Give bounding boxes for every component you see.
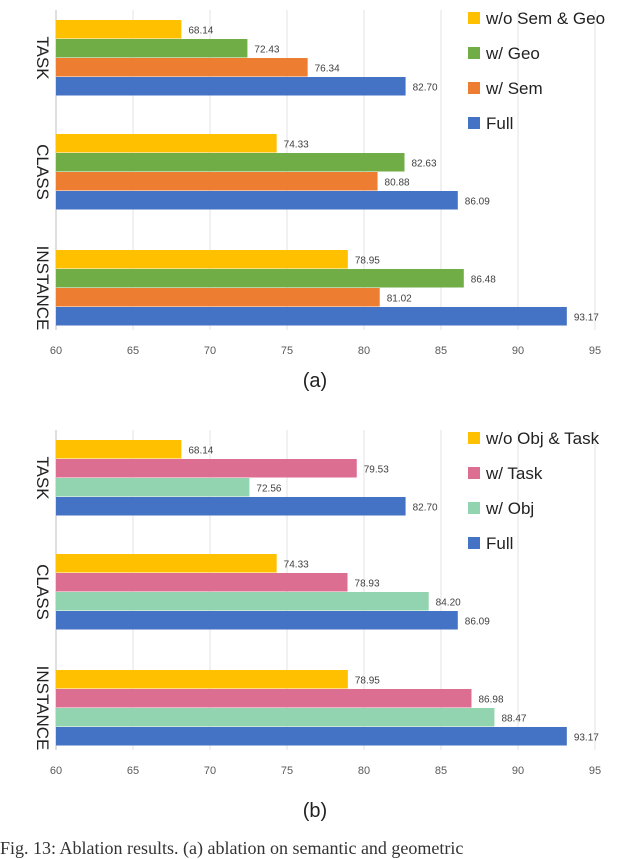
data-label: 80.88 <box>385 177 410 188</box>
x-tick-label: 75 <box>281 765 293 777</box>
x-tick-label: 70 <box>204 345 216 357</box>
legend-swatch-full <box>468 537 480 549</box>
category-label-task: TASK <box>33 36 52 80</box>
legend-label-w-sem: w/ Sem <box>485 79 543 98</box>
data-label: 88.47 <box>501 713 526 724</box>
bar-task-w-o-obj-task <box>56 440 182 459</box>
legend-swatch-w-sem <box>468 82 480 94</box>
category-label-class: CLASS <box>33 564 52 620</box>
data-label: 93.17 <box>574 732 599 743</box>
x-tick-label: 60 <box>50 345 62 357</box>
bar-instance-full <box>56 727 567 746</box>
data-label: 74.33 <box>284 559 309 570</box>
bar-task-w-obj <box>56 478 250 497</box>
data-label: 86.98 <box>478 694 503 705</box>
data-label: 68.14 <box>188 445 213 456</box>
legend-label-w-geo: w/ Geo <box>485 44 540 63</box>
data-label: 93.17 <box>574 312 599 323</box>
category-label-class: CLASS <box>33 144 52 200</box>
category-label-instance: INSTANCE <box>33 246 52 331</box>
x-tick-label: 80 <box>358 345 370 357</box>
legend-label-full: Full <box>486 534 513 553</box>
bar-class-full <box>56 611 458 630</box>
data-label: 78.93 <box>355 578 380 589</box>
chart-b-sublabel: (b) <box>302 800 328 822</box>
legend-label-full: Full <box>486 114 513 133</box>
data-label: 76.34 <box>315 63 340 74</box>
data-label: 78.95 <box>355 675 380 686</box>
bar-task-w-o-sem-geo <box>56 20 182 39</box>
x-tick-label: 85 <box>435 765 447 777</box>
data-label: 78.95 <box>355 255 380 266</box>
bar-task-full <box>56 77 406 96</box>
bar-instance-w-o-obj-task <box>56 670 348 689</box>
x-tick-label: 80 <box>358 765 370 777</box>
data-label: 81.02 <box>387 293 412 304</box>
bar-instance-w-obj <box>56 708 495 727</box>
data-label: 79.53 <box>364 464 389 475</box>
bar-task-full <box>56 497 406 516</box>
data-label: 84.20 <box>436 597 461 608</box>
data-label: 82.70 <box>413 82 438 93</box>
legend-swatch-w-o-obj-task <box>468 432 480 444</box>
data-label: 74.33 <box>284 139 309 150</box>
legend-swatch-w-obj <box>468 502 480 514</box>
bar-instance-w-geo <box>56 269 464 288</box>
bar-instance-w-o-sem-geo <box>56 250 348 269</box>
bar-task-w-sem <box>56 58 308 77</box>
data-label: 82.63 <box>412 158 437 169</box>
legend-swatch-w-geo <box>468 47 480 59</box>
bar-class-w-obj <box>56 592 429 611</box>
chart-a: 60 65 70 75 80 85 90 95 68.14 72.43 76.34 82.70 TASK… <box>33 9 605 357</box>
bar-class-w-task <box>56 573 348 592</box>
legend-label-w-task: w/ Task <box>485 464 543 483</box>
bar-class-w-geo <box>56 153 405 172</box>
data-label: 72.56 <box>256 483 281 494</box>
x-tick-label: 60 <box>50 765 62 777</box>
legend-swatch-w-o-sem-geo <box>468 12 480 24</box>
x-tick-label: 65 <box>127 345 139 357</box>
bar-instance-full <box>56 307 567 326</box>
x-tick-label: 75 <box>281 345 293 357</box>
x-tick-label: 95 <box>589 345 601 357</box>
bar-class-full <box>56 191 458 210</box>
legend-label-w-o-sem-geo: w/o Sem & Geo <box>485 9 605 28</box>
data-label: 86.09 <box>465 616 490 627</box>
data-label: 86.48 <box>471 274 496 285</box>
data-label: 82.70 <box>413 502 438 513</box>
figure-caption: Fig. 13: Ablation results. (a) ablation … <box>0 838 464 858</box>
bar-class-w-sem <box>56 172 378 191</box>
bar-instance-w-task <box>56 689 472 708</box>
category-label-instance: INSTANCE <box>33 666 52 751</box>
x-tick-label: 65 <box>127 765 139 777</box>
x-tick-label: 85 <box>435 345 447 357</box>
bar-class-w-o-sem-geo <box>56 134 277 153</box>
chart-a-sublabel: (a) <box>302 370 328 392</box>
x-tick-label: 70 <box>204 765 216 777</box>
data-label: 86.09 <box>465 196 490 207</box>
legend-swatch-full <box>468 117 480 129</box>
x-tick-label: 95 <box>589 765 601 777</box>
legend-swatch-w-task <box>468 467 480 479</box>
x-tick-label: 90 <box>512 345 524 357</box>
chart-b: 60 65 70 75 80 85 90 95 68.14 79.53 72.56 82.70 TASK… <box>33 429 601 777</box>
bar-task-w-task <box>56 459 357 478</box>
x-tick-label: 90 <box>512 765 524 777</box>
data-label: 68.14 <box>188 25 213 36</box>
bar-task-w-geo <box>56 39 248 58</box>
data-label: 72.43 <box>254 44 279 55</box>
legend-label-w-o-obj-task: w/o Obj & Task <box>485 429 600 448</box>
bar-instance-w-sem <box>56 288 380 307</box>
legend-label-w-obj: w/ Obj <box>485 499 534 518</box>
bar-class-w-o-obj-task <box>56 554 277 573</box>
category-label-task: TASK <box>33 456 52 500</box>
